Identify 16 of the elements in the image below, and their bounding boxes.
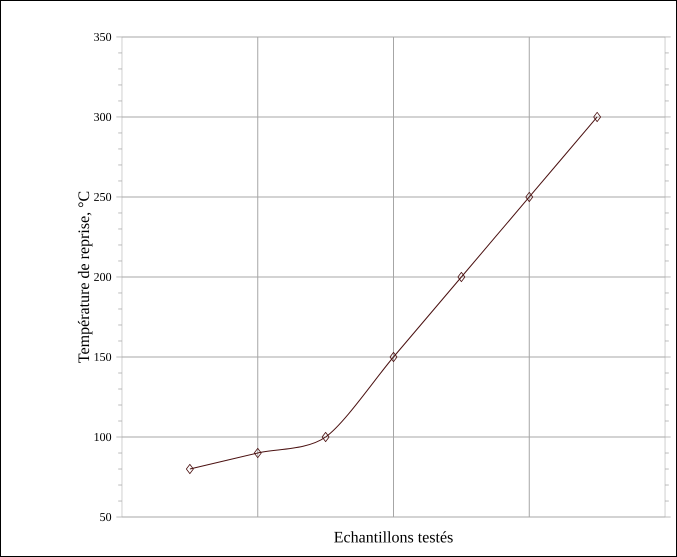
y-tick-label: 250 — [94, 192, 112, 202]
point — [457, 272, 466, 282]
x-axis-title: Echantillons testés — [334, 531, 453, 543]
point — [593, 112, 602, 122]
point — [254, 448, 262, 458]
y-tick-label: 100 — [94, 432, 112, 442]
y-tick-label: 350 — [94, 32, 112, 42]
point — [322, 432, 330, 442]
point — [390, 352, 398, 362]
y-axis-title: Température de reprise, °C — [78, 192, 92, 363]
y-tick-label: 200 — [94, 272, 112, 282]
y-tick-label: 50 — [100, 512, 112, 522]
y-tick-label: 150 — [94, 352, 112, 362]
point — [525, 192, 534, 202]
point — [186, 464, 194, 474]
y-tick-label: 300 — [94, 112, 112, 122]
